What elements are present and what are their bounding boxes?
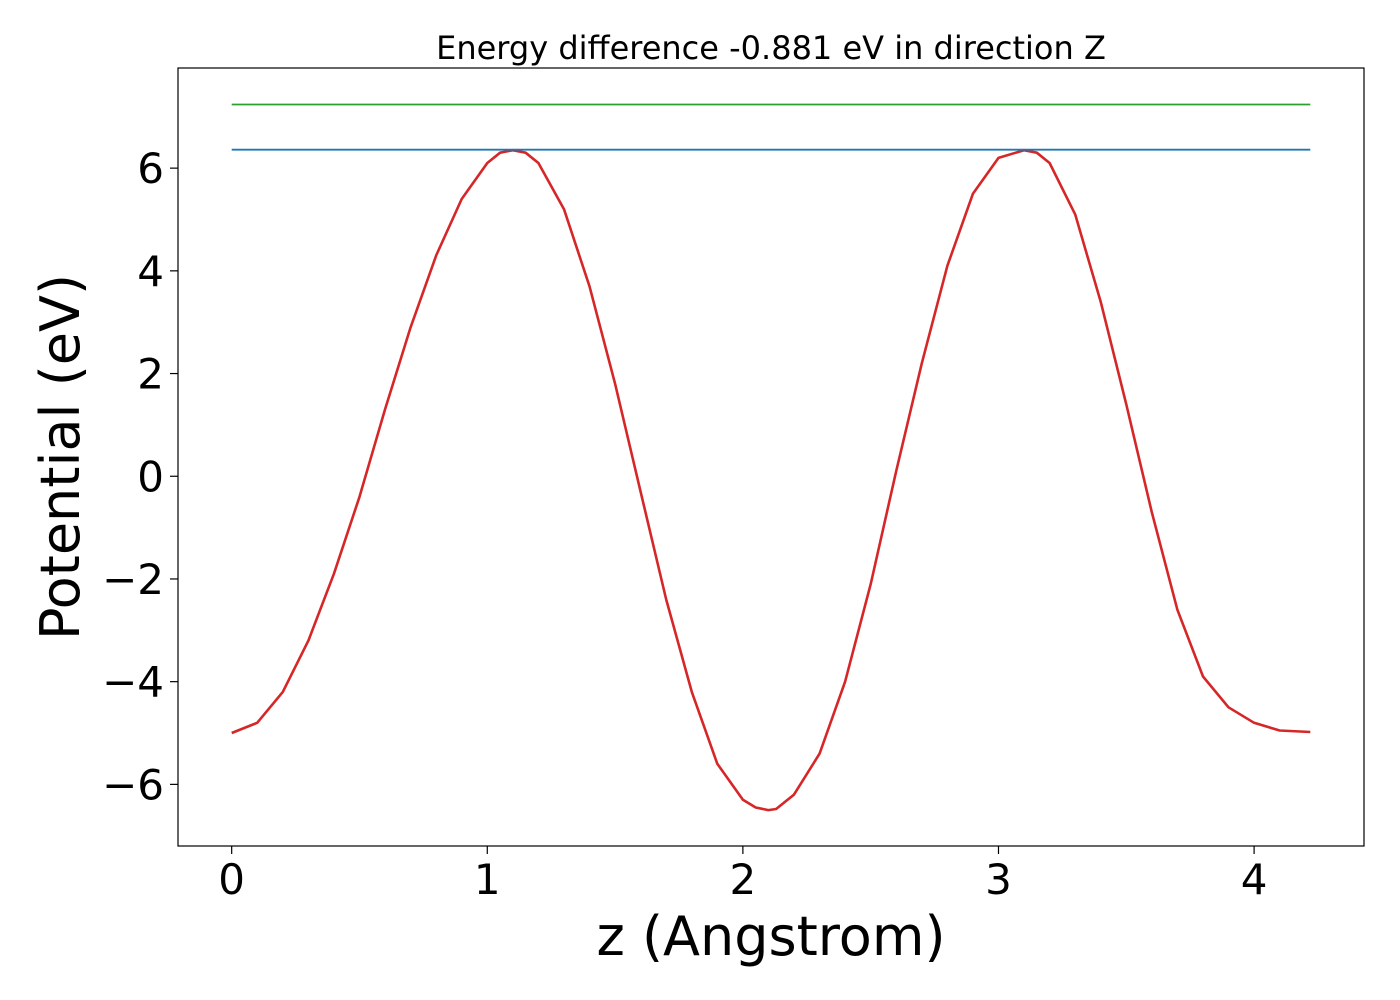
plot-area-frame (177, 67, 1365, 847)
x-tick-label: 0 (218, 855, 245, 904)
y-tick-label: −2 (102, 555, 164, 604)
y-tick-label: −4 (102, 658, 164, 707)
x-axis-label: z (Angstrom) (596, 905, 945, 968)
potential-curve (231, 148, 1311, 812)
x-axis-ticks: 0 1 2 3 4 (218, 846, 1267, 904)
x-tick-label: 1 (474, 855, 501, 904)
x-tick-label: 4 (1241, 855, 1268, 904)
y-tick-label: 4 (137, 247, 164, 296)
y-axis-ticks: −6 −4 −2 0 2 4 6 (102, 144, 178, 809)
y-tick-label: 0 (137, 452, 164, 501)
y-tick-label: −6 (102, 760, 164, 809)
y-axis-label: Potential (eV) (29, 274, 92, 640)
series-layer (231, 103, 1311, 812)
x-tick-label: 3 (985, 855, 1012, 904)
y-tick-label: 2 (137, 350, 164, 399)
y-tick-label: 6 (137, 144, 164, 193)
chart-title: Energy difference -0.881 eV in direction… (436, 29, 1106, 67)
x-tick-label: 2 (730, 855, 757, 904)
